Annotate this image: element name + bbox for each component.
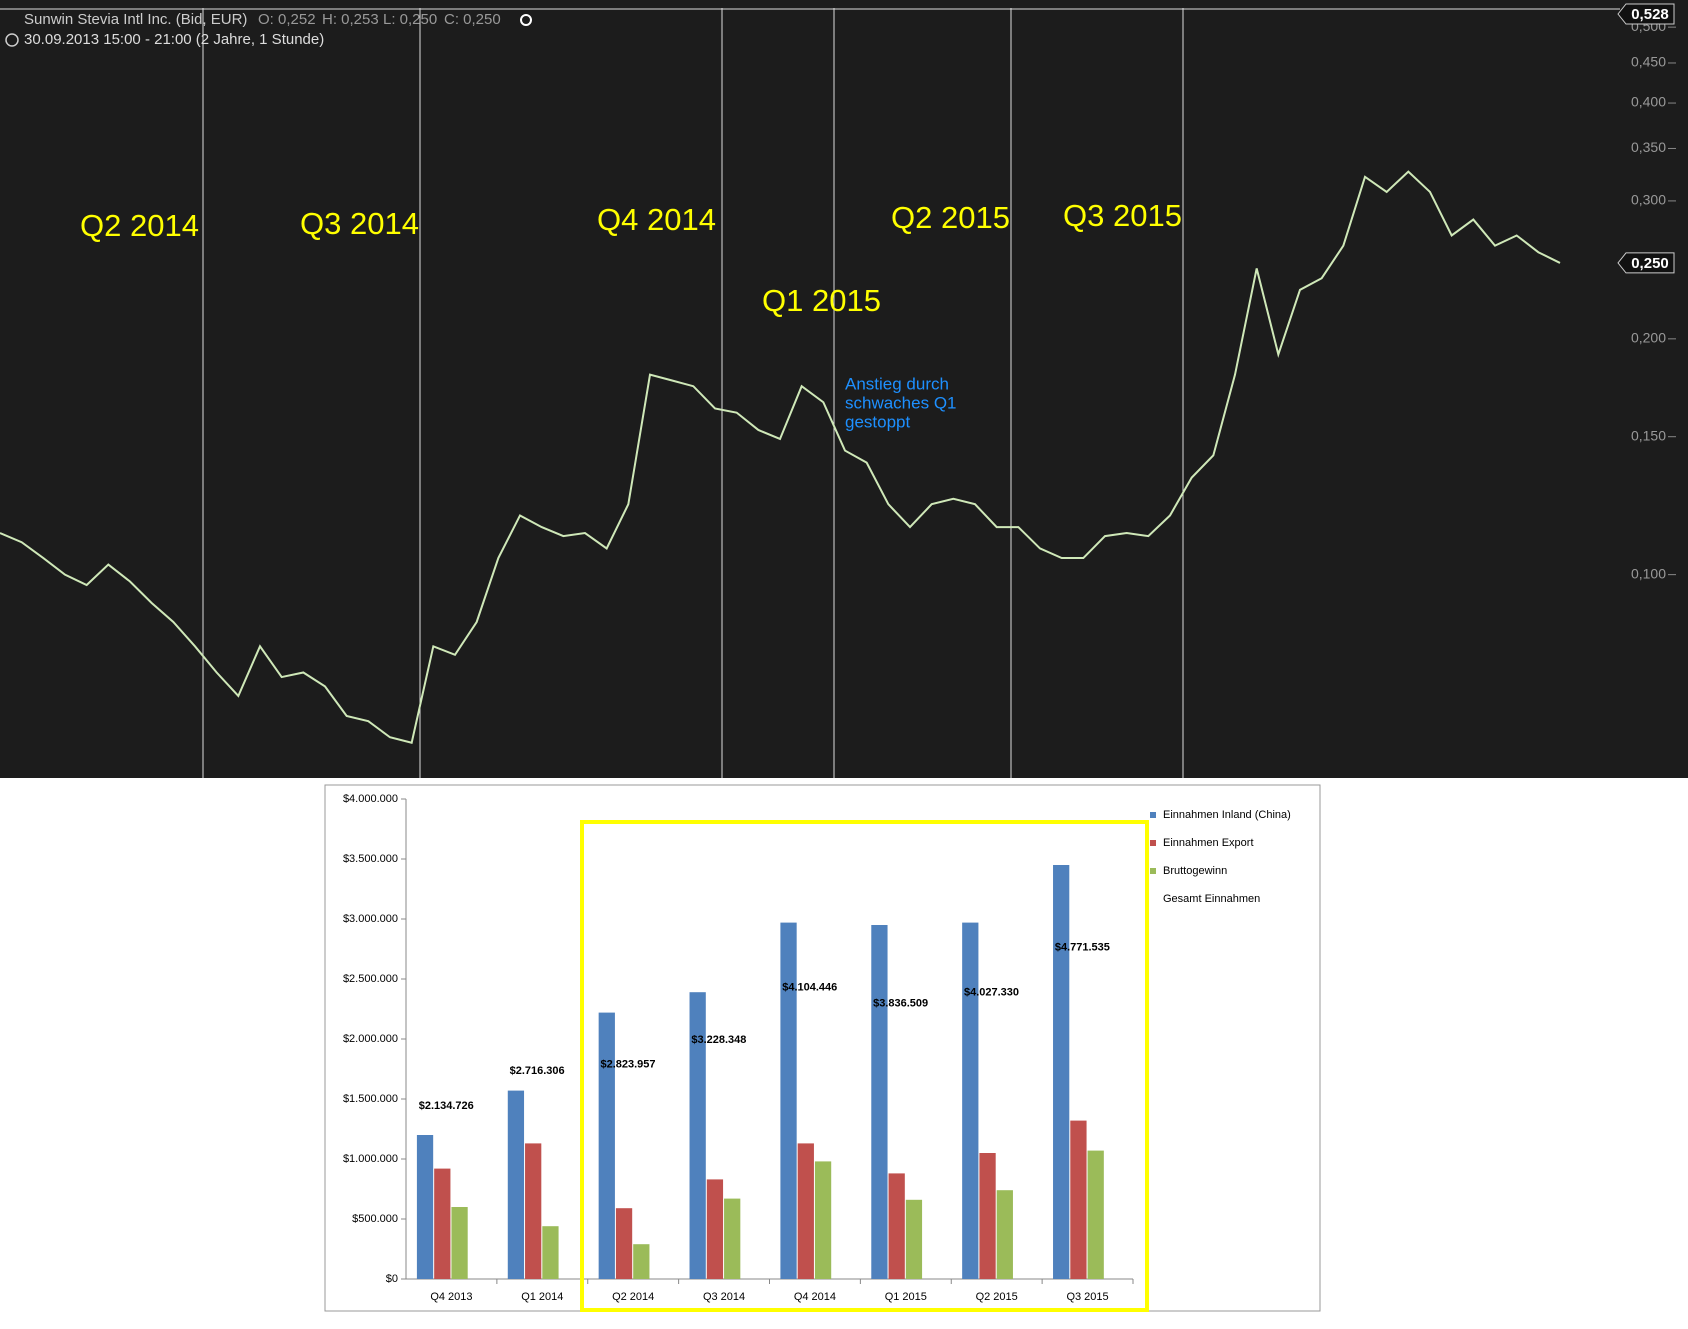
bar xyxy=(1070,1120,1087,1279)
bar-value-label: $3.228.348 xyxy=(691,1034,746,1046)
y-tick-label: $3.500.000 xyxy=(343,853,398,865)
legend-label: Bruttogewinn xyxy=(1163,865,1227,877)
annotation-note: Anstieg durch xyxy=(845,374,949,393)
legend-swatch xyxy=(1150,840,1156,846)
x-tick-label: Q1 2015 xyxy=(885,1291,927,1303)
clock-icon xyxy=(5,33,19,47)
high-marker-label: 0,528 xyxy=(1631,6,1669,23)
annotation-note: gestoppt xyxy=(845,412,910,431)
bar xyxy=(689,992,706,1279)
legend-label: Einnahmen Inland (China) xyxy=(1163,809,1291,821)
x-tick-label: Q2 2015 xyxy=(976,1291,1018,1303)
quarter-annotation: Q3 2015 xyxy=(1063,198,1182,233)
y-tick-label: 0,100 xyxy=(1631,565,1666,581)
bar xyxy=(706,1179,724,1279)
y-tick-label: 0,450 xyxy=(1631,54,1666,70)
bar xyxy=(814,1161,832,1279)
highlight-box xyxy=(580,820,1149,1312)
x-tick-label: Q2 2014 xyxy=(612,1291,654,1303)
y-tick-label: 0,150 xyxy=(1631,427,1666,443)
bar xyxy=(871,925,888,1279)
ohlc-value: H: 0,253 xyxy=(322,11,379,28)
bar xyxy=(797,1143,814,1279)
legend-swatch xyxy=(1150,868,1156,874)
bar-value-label: $3.836.509 xyxy=(873,998,928,1010)
legend-label: Einnahmen Export xyxy=(1163,837,1254,849)
high-marker-box xyxy=(1617,3,1675,25)
ohlc-value: L: 0,250 xyxy=(383,11,437,28)
bar xyxy=(542,1226,559,1279)
x-tick-label: Q4 2013 xyxy=(430,1291,472,1303)
quarter-annotation: Q3 2014 xyxy=(300,206,419,241)
chart-title: Sunwin Stevia Intl Inc. (Bid, EUR) xyxy=(24,11,247,28)
y-tick-label: $0 xyxy=(386,1273,398,1285)
y-tick-label: $1.000.000 xyxy=(343,1153,398,1165)
price-chart-background xyxy=(0,0,1688,778)
bar xyxy=(888,1173,905,1279)
bar xyxy=(962,922,979,1279)
bar-value-label: $2.716.306 xyxy=(510,1065,565,1077)
bar xyxy=(434,1168,451,1279)
bar xyxy=(525,1143,542,1279)
ohlc-value: C: 0,250 xyxy=(444,11,501,28)
bar xyxy=(979,1153,996,1279)
bar xyxy=(451,1207,468,1279)
quarter-annotation: Q2 2015 xyxy=(891,200,1010,235)
y-tick-label: 0,400 xyxy=(1631,94,1666,110)
y-tick-label: 0,350 xyxy=(1631,139,1666,155)
y-tick-label: $2.500.000 xyxy=(343,973,398,985)
status-dot xyxy=(520,14,532,26)
quarter-annotation: Q2 2014 xyxy=(80,208,199,243)
bar xyxy=(1087,1150,1104,1279)
bar xyxy=(780,922,797,1279)
y-tick-label: $2.000.000 xyxy=(343,1033,398,1045)
bar xyxy=(905,1199,923,1279)
bar-value-label: $2.823.957 xyxy=(600,1058,655,1070)
bar xyxy=(633,1244,650,1279)
bar xyxy=(1053,865,1070,1279)
bar-value-label: $4.771.535 xyxy=(1055,942,1110,954)
legend-swatch xyxy=(1150,812,1156,818)
bar-value-label: $4.104.446 xyxy=(782,982,837,994)
bar-value-label: $2.134.726 xyxy=(419,1100,474,1112)
x-tick-label: Q3 2015 xyxy=(1066,1291,1108,1303)
y-tick-label: 0,300 xyxy=(1631,192,1666,208)
x-tick-label: Q3 2014 xyxy=(703,1291,745,1303)
y-tick-label: $1.500.000 xyxy=(343,1093,398,1105)
bar xyxy=(615,1208,633,1279)
bar-value-label: $4.027.330 xyxy=(964,986,1019,998)
price-line xyxy=(0,170,1561,745)
last-price-marker-label: 0,250 xyxy=(1631,255,1669,272)
quarter-annotation: Q1 2015 xyxy=(762,283,881,318)
ohlc-value: O: 0,252 xyxy=(258,11,316,28)
bar xyxy=(416,1135,434,1279)
x-tick-label: Q4 2014 xyxy=(794,1291,836,1303)
bar xyxy=(507,1090,525,1279)
legend-label: Gesamt Einnahmen xyxy=(1163,893,1260,905)
y-tick-label: 0,200 xyxy=(1631,330,1666,346)
quarter-annotation: Q4 2014 xyxy=(597,202,716,237)
bar xyxy=(724,1198,741,1279)
x-tick-label: Q1 2014 xyxy=(521,1291,563,1303)
last-price-marker-box xyxy=(1617,252,1675,274)
y-tick-label: $3.000.000 xyxy=(343,913,398,925)
bar xyxy=(598,1012,615,1279)
bar xyxy=(996,1190,1013,1279)
y-tick-label: $4.000.000 xyxy=(343,793,398,805)
y-tick-label: $500.000 xyxy=(352,1213,398,1225)
chart-subtitle: 30.09.2013 15:00 - 21:00 (2 Jahre, 1 Stu… xyxy=(24,31,324,48)
annotation-note: schwaches Q1 xyxy=(845,393,957,412)
